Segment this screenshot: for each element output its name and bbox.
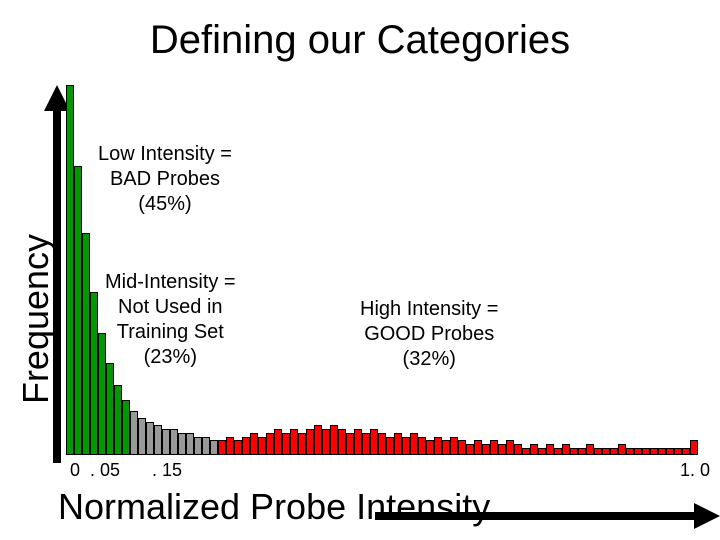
bar-68 (610, 448, 618, 455)
bar-73 (650, 448, 658, 455)
y-axis-arrow (48, 85, 66, 463)
bar-29 (298, 433, 306, 455)
ann-mid-line4: (23%) (105, 345, 236, 370)
bar-20 (226, 437, 234, 456)
bar-12 (162, 429, 170, 455)
bar-33 (330, 425, 338, 455)
bar-32 (322, 429, 330, 455)
bar-5 (106, 363, 114, 456)
bar-51 (474, 440, 482, 455)
bar-64 (578, 448, 586, 455)
x-axis-arrow (375, 507, 715, 525)
x-tick-05: . 05 (90, 460, 120, 481)
bar-23 (250, 433, 258, 455)
bar-0 (66, 85, 74, 455)
annotation-mid-intensity: Mid-Intensity = Not Used in Training Set… (105, 270, 236, 370)
page-title: Defining our Categories (0, 18, 720, 63)
bar-61 (554, 448, 562, 455)
bar-50 (466, 444, 474, 455)
bar-3 (90, 292, 98, 455)
bar-16 (194, 437, 202, 456)
bar-55 (506, 440, 514, 455)
bar-41 (394, 433, 402, 455)
x-tick-1: 1. 0 (680, 460, 710, 481)
bar-71 (634, 448, 642, 455)
bar-35 (346, 433, 354, 455)
bar-8 (130, 411, 138, 455)
bar-39 (378, 433, 386, 455)
bar-10 (146, 422, 154, 455)
ann-high-line2: GOOD Probes (360, 322, 498, 347)
bar-37 (362, 433, 370, 455)
bar-44 (418, 437, 426, 456)
bar-67 (602, 448, 610, 455)
bar-9 (138, 418, 146, 455)
bar-1 (74, 166, 82, 455)
bar-15 (186, 433, 194, 455)
bar-45 (426, 440, 434, 455)
bar-46 (434, 437, 442, 456)
bar-76 (674, 448, 682, 455)
bar-49 (458, 440, 466, 455)
bar-18 (210, 440, 218, 455)
ann-low-line3: (45%) (98, 192, 232, 217)
x-tick-15: . 15 (152, 460, 182, 481)
bar-7 (122, 400, 130, 456)
bar-2 (82, 233, 90, 455)
bar-52 (482, 444, 490, 455)
bar-43 (410, 433, 418, 455)
ann-low-line2: BAD Probes (98, 167, 232, 192)
bar-28 (290, 429, 298, 455)
bar-17 (202, 437, 210, 456)
annotation-high-intensity: High Intensity = GOOD Probes (32%) (360, 297, 498, 372)
bar-72 (642, 448, 650, 455)
ann-mid-line3: Training Set (105, 320, 236, 345)
ann-high-line1: High Intensity = (360, 297, 498, 322)
bar-70 (626, 448, 634, 455)
bar-62 (562, 444, 570, 455)
bar-11 (154, 425, 162, 455)
bar-47 (442, 440, 450, 455)
bar-58 (530, 444, 538, 455)
bar-19 (218, 440, 226, 455)
annotation-low-intensity: Low Intensity = BAD Probes (45%) (98, 142, 232, 217)
bar-22 (242, 437, 250, 456)
bar-6 (114, 385, 122, 455)
ann-high-line3: (32%) (360, 347, 498, 372)
bar-40 (386, 437, 394, 456)
bar-57 (522, 448, 530, 455)
bar-26 (274, 429, 282, 455)
bar-13 (170, 429, 178, 455)
bar-54 (498, 444, 506, 455)
bar-25 (266, 433, 274, 455)
bar-63 (570, 448, 578, 455)
bar-65 (586, 444, 594, 455)
ann-mid-line1: Mid-Intensity = (105, 270, 236, 295)
bar-21 (234, 440, 242, 455)
bar-69 (618, 444, 626, 455)
ann-mid-line2: Not Used in (105, 295, 236, 320)
bar-31 (314, 425, 322, 455)
bar-60 (546, 444, 554, 455)
bar-77 (682, 448, 690, 455)
bar-48 (450, 437, 458, 456)
bar-53 (490, 440, 498, 455)
bar-38 (370, 429, 378, 455)
bar-36 (354, 429, 362, 455)
bar-34 (338, 429, 346, 455)
bar-78 (690, 440, 698, 455)
bar-42 (402, 437, 410, 456)
bar-24 (258, 437, 266, 456)
ann-low-line1: Low Intensity = (98, 142, 232, 167)
bar-66 (594, 448, 602, 455)
bar-27 (282, 433, 290, 455)
bar-30 (306, 429, 314, 455)
bar-14 (178, 433, 186, 455)
bar-75 (666, 448, 674, 455)
x-tick-0: 0 (70, 460, 80, 481)
bar-59 (538, 448, 546, 455)
bar-56 (514, 444, 522, 455)
bar-74 (658, 448, 666, 455)
